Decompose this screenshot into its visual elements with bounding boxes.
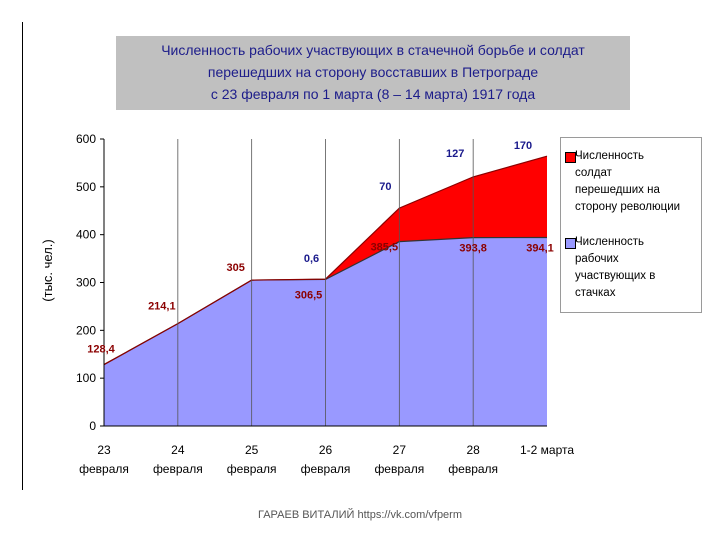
x-tick-label-month: февраля — [374, 462, 424, 476]
y-tick-label: 500 — [76, 180, 96, 194]
x-tick-label-day: 26 — [319, 443, 333, 457]
data-label-soldiers: 0,6 — [304, 253, 319, 265]
data-label-workers: 214,1 — [148, 301, 176, 313]
legend-label-soldiers-line: перешедших на — [575, 184, 660, 196]
legend-swatch-soldiers — [565, 152, 576, 163]
data-label-soldiers: 70 — [379, 181, 391, 193]
chart-title-line-3: с 23 февраля по 1 марта (8 – 14 марта) 1… — [210, 86, 536, 102]
x-tick-label-day: 25 — [245, 443, 259, 457]
y-tick-label: 200 — [76, 323, 96, 337]
chart-title-line-1: Численность рабочих участвующих в стачеч… — [161, 42, 585, 58]
chart-title-box: Численность рабочих участвующих в стачеч… — [116, 36, 630, 110]
x-tick-label-month: февраля — [153, 462, 203, 476]
y-axis-label: (тыс. чел.) — [40, 239, 55, 301]
x-tick-label-day: 28 — [466, 443, 480, 457]
x-tick-label-day: 1-2 марта — [520, 443, 574, 457]
data-label-workers: 393,8 — [459, 243, 487, 255]
legend-swatch-workers — [565, 238, 576, 249]
legend-label-workers-line: участвующих в — [575, 270, 656, 282]
legend: Численность солдат перешедших на сторону… — [560, 137, 702, 313]
data-label-workers: 394,1 — [526, 242, 554, 254]
x-tick-label-month: февраля — [227, 462, 277, 476]
x-tick-label-day: 27 — [393, 443, 407, 457]
legend-label-workers-line: Численность — [575, 236, 645, 248]
y-tick-label: 300 — [76, 276, 96, 290]
data-label-workers: 306,5 — [295, 289, 323, 301]
data-label-workers: 305 — [226, 262, 244, 274]
x-tick-label-day: 24 — [171, 443, 185, 457]
y-tick-label: 400 — [76, 228, 96, 242]
legend-label-soldiers-line: сторону революции — [575, 201, 681, 213]
x-tick-label-month: февраля — [79, 462, 129, 476]
x-tick-label-month: февраля — [301, 462, 351, 476]
y-tick-label: 100 — [76, 371, 96, 385]
data-label-workers: 128,4 — [87, 344, 115, 356]
page-left-rule — [22, 22, 23, 490]
series-soldiers-area — [104, 156, 547, 365]
legend-label-workers: Численность рабочих участвующих в стачка… — [575, 234, 699, 302]
data-label-soldiers: 170 — [514, 140, 532, 152]
legend-label-soldiers-line: Численность — [575, 150, 645, 162]
data-label-soldiers: 127 — [446, 148, 464, 160]
legend-label-soldiers: Численность солдат перешедших на сторону… — [575, 148, 699, 216]
footer-credit: ГАРАЕВ ВИТАЛИЙ https://vk.com/vfperm — [257, 509, 462, 521]
legend-label-workers-line: рабочих — [575, 253, 619, 265]
x-tick-label-month: февраля — [448, 462, 498, 476]
data-label-workers: 385,5 — [371, 242, 399, 254]
y-tick-label: 0 — [89, 419, 96, 433]
chart-title-line-2: перешедших на сторону восставших в Петро… — [207, 64, 539, 80]
y-tick-label: 600 — [76, 132, 96, 146]
legend-label-workers-line: стачках — [575, 287, 616, 299]
legend-label-soldiers-line: солдат — [575, 167, 612, 179]
x-tick-label-day: 23 — [97, 443, 111, 457]
